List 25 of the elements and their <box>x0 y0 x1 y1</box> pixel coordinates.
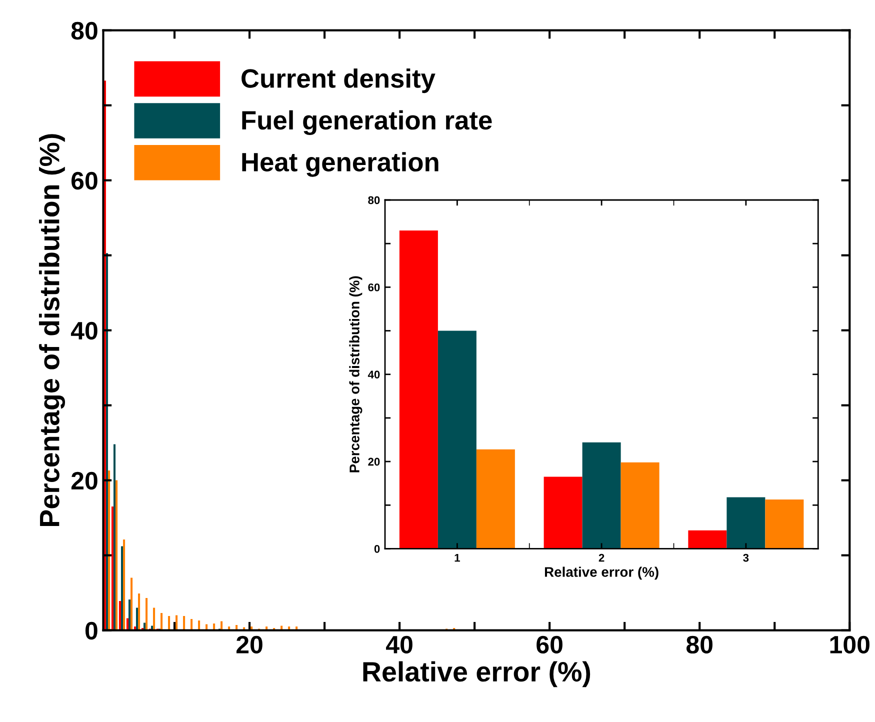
legend-label: Heat generation <box>242 152 438 177</box>
y-tick-label: 80 <box>368 196 380 204</box>
y-tick-label: 40 <box>368 370 380 378</box>
x-tick-label: 100 <box>830 636 870 654</box>
y-tick-label: 60 <box>368 283 380 292</box>
x-axis-title: Relative error (%) <box>363 661 590 688</box>
y-tick-label: 20 <box>368 458 380 466</box>
y-axis-title: Percentage of distribution (%) <box>349 276 362 472</box>
y-tick-label: 20 <box>71 472 98 490</box>
x-tick-label: 1 <box>454 554 460 562</box>
x-axis-title: Relative error (%) <box>544 566 658 580</box>
y-axis-title: Percentage of distribution (%) <box>39 134 66 526</box>
x-tick-label: 40 <box>386 636 412 654</box>
x-tick-label: 60 <box>536 636 562 654</box>
x-tick-label: 20 <box>236 636 262 654</box>
x-tick-label: 2 <box>598 554 604 562</box>
x-tick-label: 80 <box>686 636 712 654</box>
y-tick-label: 0 <box>85 622 98 640</box>
y-tick-label: 80 <box>71 22 98 40</box>
y-tick-label: 60 <box>72 172 98 190</box>
x-tick-label: 3 <box>743 554 749 562</box>
legend-label: Fuel generation rate <box>242 110 492 136</box>
y-tick-label: 0 <box>374 544 380 553</box>
y-tick-label: 40 <box>70 322 98 340</box>
legend-label: Current density <box>242 68 436 94</box>
